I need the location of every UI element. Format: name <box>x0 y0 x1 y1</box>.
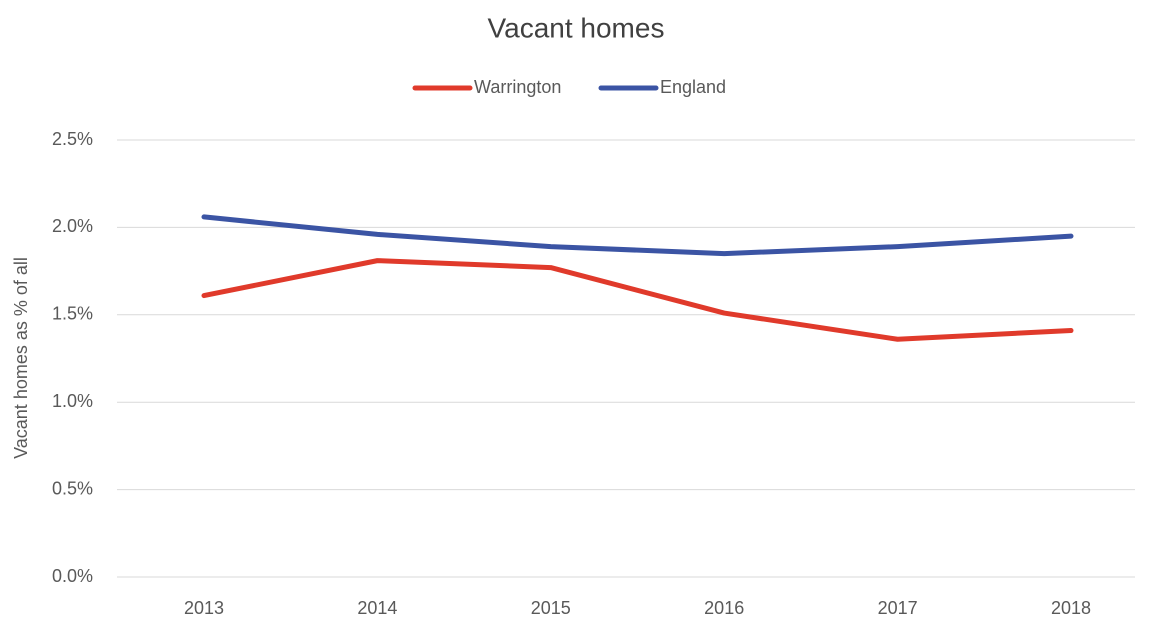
line-series <box>201 258 1074 342</box>
x-tick-label: 2017 <box>878 598 918 618</box>
y-tick-label: 2.5% <box>52 129 93 149</box>
x-tick-label: 2014 <box>357 598 397 618</box>
legend-label: England <box>660 77 726 97</box>
x-tick-label: 2016 <box>704 598 744 618</box>
y-tick-label: 0.5% <box>52 478 93 498</box>
y-tick-label: 1.5% <box>52 304 93 324</box>
x-tick-label: 2013 <box>184 598 224 618</box>
y-axis-label: Vacant homes as % of all <box>11 257 31 459</box>
y-tick-label: 2.0% <box>52 216 93 236</box>
y-tick-label: 0.0% <box>52 566 93 586</box>
chart-title: Vacant homes <box>488 12 665 43</box>
legend-label: Warrington <box>474 77 561 97</box>
y-tick-label: 1.0% <box>52 391 93 411</box>
x-tick-label: 2015 <box>531 598 571 618</box>
line-series <box>201 214 1074 257</box>
x-tick-label: 2018 <box>1051 598 1091 618</box>
